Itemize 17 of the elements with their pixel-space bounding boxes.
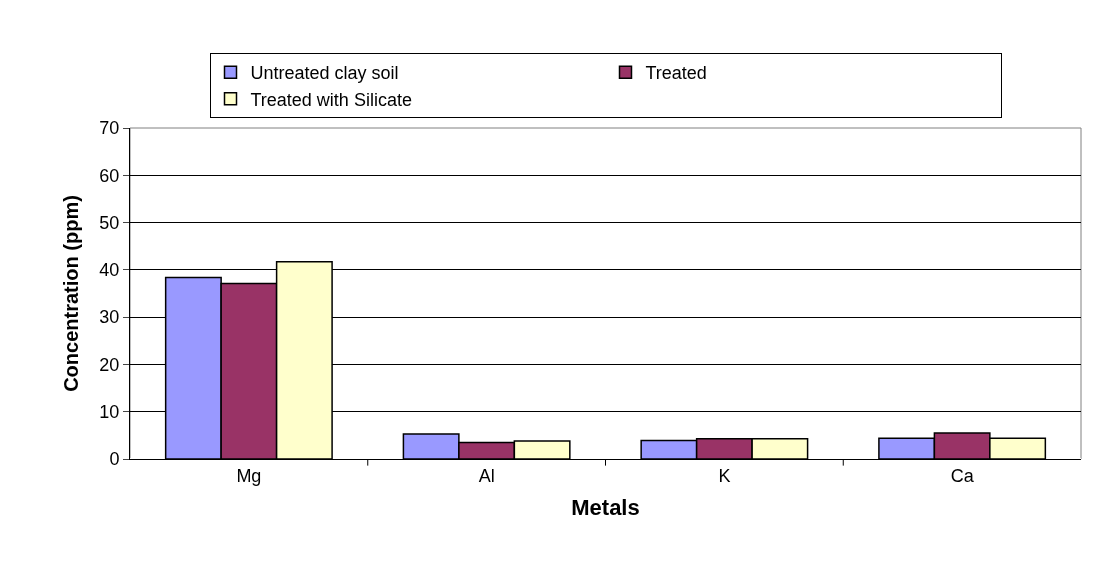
legend-label: Treated with Silicate bbox=[250, 89, 412, 110]
y-axis-title: Concentration (ppm) bbox=[59, 195, 82, 392]
y-tick-label: 40 bbox=[99, 260, 120, 281]
y-tick-label: 30 bbox=[99, 307, 120, 328]
x-tick-label: Ca bbox=[950, 465, 975, 486]
y-tick-label: 20 bbox=[99, 354, 120, 375]
y-tick-label: 70 bbox=[99, 118, 120, 139]
x-tick-label: Mg bbox=[236, 465, 262, 486]
legend-label: Untreated clay soil bbox=[250, 63, 399, 84]
y-tick-label: 0 bbox=[109, 449, 120, 470]
y-tick-label: 60 bbox=[99, 165, 120, 186]
x-tick-label: Al bbox=[478, 465, 495, 486]
y-tick-label: 50 bbox=[99, 212, 120, 233]
legend-label: Treated bbox=[645, 63, 707, 84]
x-tick-label: K bbox=[718, 465, 731, 486]
y-tick-label: 10 bbox=[99, 402, 120, 423]
x-axis-title: Metals bbox=[571, 495, 640, 521]
